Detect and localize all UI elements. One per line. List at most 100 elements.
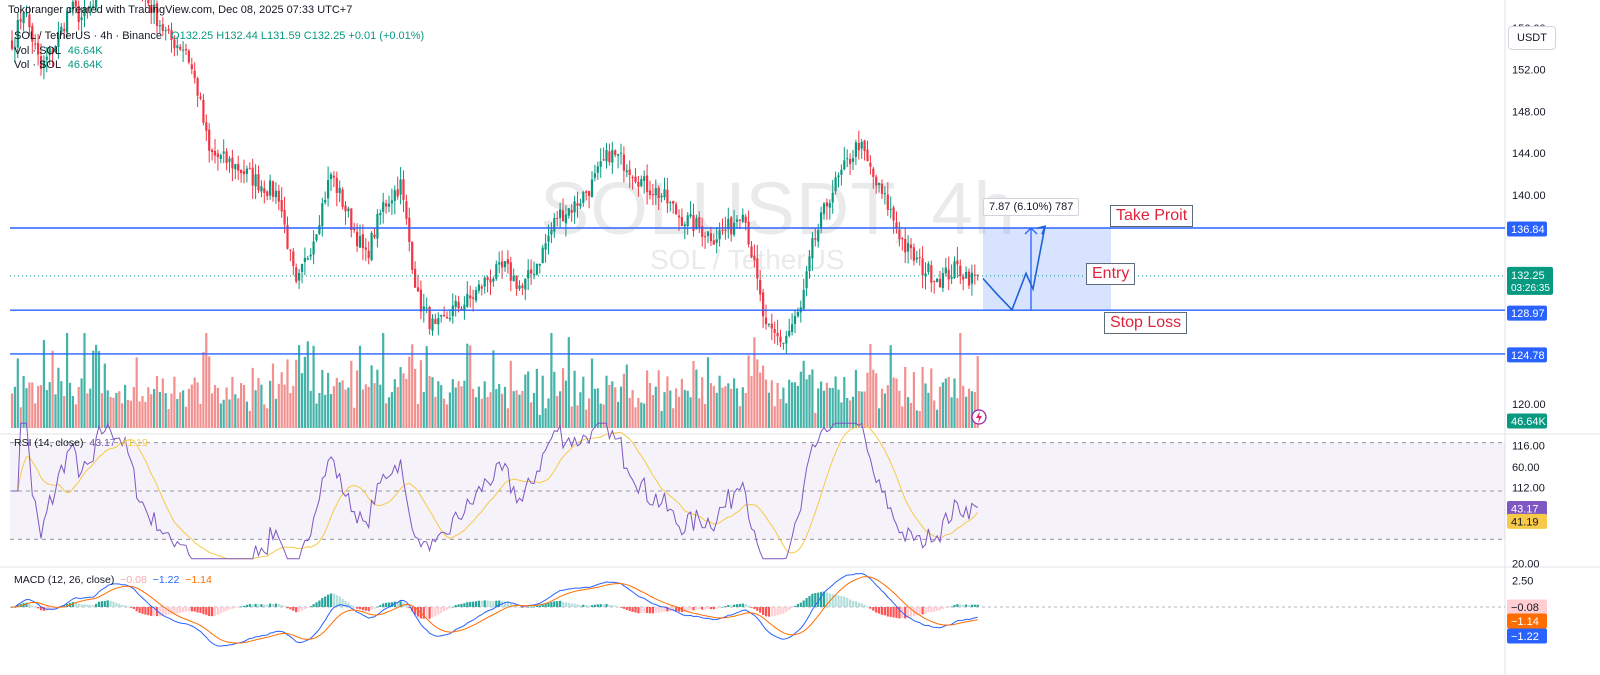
candle-body — [66, 11, 69, 33]
candle-body — [324, 200, 327, 203]
volume-bar — [941, 382, 944, 428]
candle-body — [480, 286, 483, 289]
volume-bar — [541, 375, 544, 428]
macd-legend: MACD (12, 26, close) −0.08 −1.22 −1.14 — [14, 574, 212, 586]
macd-histogram-bar — [811, 593, 814, 607]
rsi-line — [12, 422, 978, 560]
macd-histogram-bar — [248, 604, 251, 607]
macd-histogram-bar — [727, 605, 730, 607]
volume-bar — [425, 346, 428, 428]
volume-bar — [83, 333, 86, 428]
candle-body — [376, 214, 379, 239]
macd-histogram-bar — [298, 607, 301, 612]
volume-bar — [872, 369, 875, 428]
price-axis[interactable]: 160.00156.00152.00148.00144.00140.00120.… — [1507, 0, 1553, 644]
candle-body — [289, 249, 292, 251]
last-price-countdown: 03:26:35 — [1511, 283, 1550, 294]
candle-body — [92, 5, 95, 8]
volume-bar — [753, 337, 756, 428]
macd-histogram-bar — [648, 607, 652, 614]
candle-body — [947, 269, 950, 280]
volume-bar — [602, 404, 605, 428]
macd-histogram-bar — [585, 605, 588, 607]
take-profit-annotation[interactable]: Take Proit — [1110, 205, 1194, 227]
macd-histogram-bar — [153, 607, 156, 616]
macd-histogram-bar — [521, 607, 524, 608]
macd-histogram-bar — [251, 604, 254, 607]
volume-bar — [573, 370, 576, 428]
macd-histogram-bar — [199, 607, 202, 613]
macd-histogram-bar — [71, 602, 74, 607]
volume-bar — [463, 380, 466, 428]
candle-body — [561, 210, 565, 222]
candle-body — [663, 189, 666, 198]
candle-body — [503, 261, 507, 268]
rsi-ma-last-tag-text: 41.19 — [1511, 516, 1539, 528]
macd-histogram-bar — [967, 605, 971, 607]
stop-loss-annotation[interactable]: Stop Loss — [1104, 312, 1188, 334]
macd-histogram-bar — [219, 607, 222, 614]
volume-bar — [727, 383, 730, 428]
volume-bar — [657, 370, 660, 428]
volume-bar — [715, 392, 718, 428]
volume-bar — [28, 382, 31, 428]
candle-body — [889, 208, 892, 210]
candle-body — [651, 194, 654, 196]
candle-body — [408, 217, 411, 243]
volume-bar — [431, 377, 434, 428]
volume-bar — [788, 379, 791, 428]
macd-histogram-bar — [933, 607, 936, 612]
candle-body — [242, 171, 246, 175]
alert-icon[interactable] — [971, 409, 987, 425]
volume-bar — [451, 379, 454, 428]
currency-button[interactable]: USDT — [1508, 26, 1556, 50]
candle-body — [564, 214, 567, 224]
level-price-tag-text: 128.97 — [1511, 308, 1545, 320]
volume-bar — [512, 391, 515, 428]
macd-histogram-bar — [202, 607, 205, 615]
candle-body — [489, 279, 492, 283]
volume-bar — [234, 394, 237, 428]
entry-annotation[interactable]: Entry — [1086, 263, 1136, 285]
candle-body — [750, 246, 753, 258]
macd-histogram-bar — [469, 601, 472, 607]
volume-bar — [669, 390, 672, 428]
candle-body — [970, 272, 973, 284]
volume-bar — [750, 376, 753, 428]
candle-body — [16, 20, 19, 48]
volume-bar — [535, 368, 538, 428]
macd-histogram-bar — [883, 607, 886, 616]
volume-bar — [205, 333, 208, 428]
volume-bar — [921, 366, 924, 428]
volume-bar — [173, 376, 176, 428]
horizontal-levels[interactable] — [10, 227, 1505, 355]
macd-histogram-bar — [689, 607, 692, 611]
candle-body — [825, 202, 828, 207]
volume-bar — [199, 403, 202, 428]
volume-bar — [289, 393, 292, 428]
volume-bar — [300, 373, 304, 428]
volume-bar — [80, 378, 83, 428]
macd-histogram-bar — [286, 607, 289, 609]
candle-body — [448, 318, 451, 320]
candle-body — [219, 154, 222, 160]
volume-bar — [184, 406, 188, 428]
macd-histogram-bar — [280, 604, 283, 607]
macd-histogram-bar — [466, 602, 469, 607]
macd-histogram-bar — [730, 605, 733, 607]
volume-bar — [460, 386, 463, 428]
macd-histogram-bar — [211, 607, 214, 617]
volume-bar — [312, 345, 315, 428]
candle-body — [161, 24, 164, 31]
measure-arrow-head — [1024, 227, 1038, 235]
macd-histogram-bar — [266, 604, 269, 607]
candle-body — [295, 267, 298, 282]
macd-histogram-bar — [240, 606, 243, 608]
volume-bar — [672, 408, 675, 428]
macd-histogram-bar — [762, 607, 765, 615]
candle-body — [857, 142, 860, 151]
macd-histogram-bar — [878, 607, 881, 614]
macd-histogram-bar — [643, 607, 646, 613]
candle-body — [477, 284, 480, 291]
